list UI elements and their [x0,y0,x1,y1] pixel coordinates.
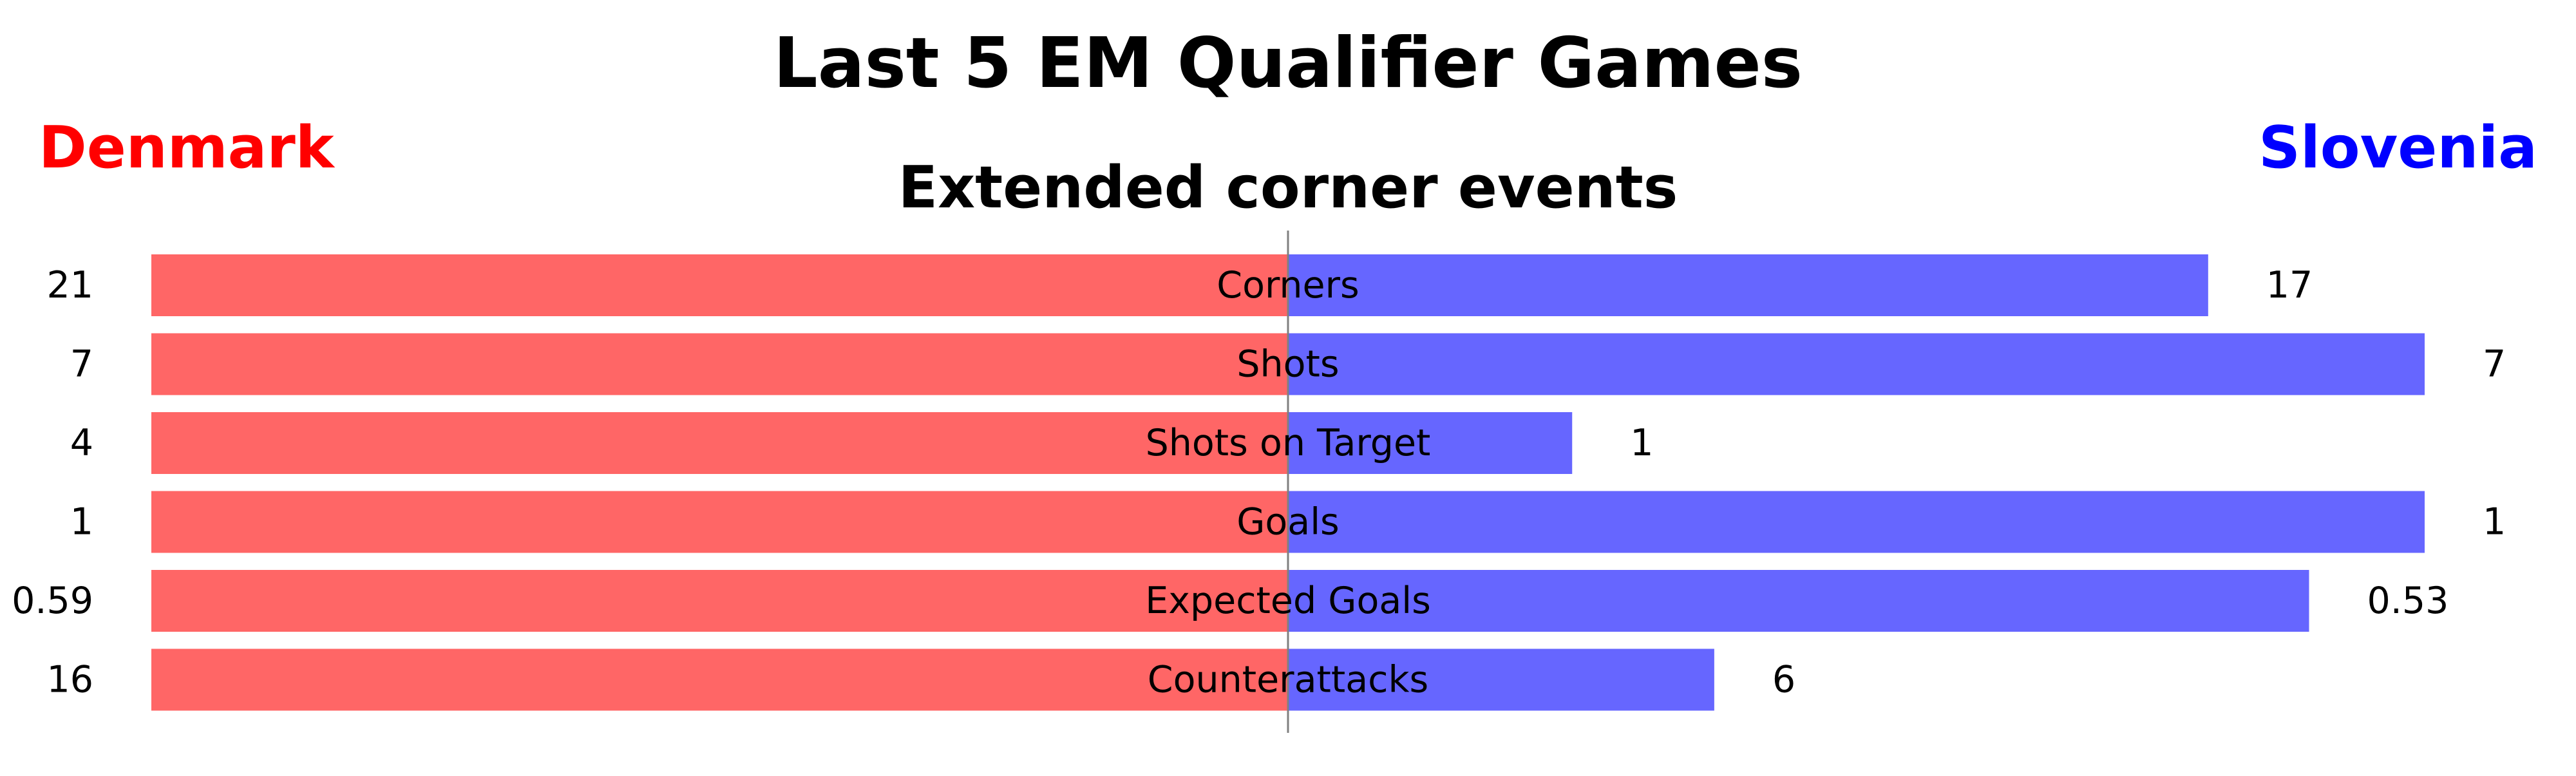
category-label-3: Goals [1236,501,1340,544]
value-label-right-3: 1 [2483,501,2506,544]
bar-left-5 [151,648,1288,711]
bar-left-4 [151,570,1288,632]
category-label-0: Corners [1217,264,1359,307]
bar-left-1 [151,333,1288,395]
value-label-right-4: 0.53 [2367,580,2449,622]
value-label-left-4: 0.59 [12,580,93,622]
value-label-left-1: 7 [70,343,93,386]
bar-right-0 [1288,254,2208,316]
category-label-2: Shots on Target [1146,422,1431,464]
value-label-right-2: 1 [1630,422,1653,464]
category-label-1: Shots [1236,343,1339,386]
bar-right-1 [1288,333,2425,395]
value-label-left-5: 16 [46,659,93,701]
bar-right-2 [1288,412,1573,474]
bar-left-0 [151,254,1288,316]
chart-title: Last 5 EM Qualifier Games [773,23,1803,104]
bar-right-4 [1288,570,2309,632]
value-label-right-5: 6 [1772,659,1795,701]
bar-right-3 [1288,491,2425,553]
bars-layer [151,254,2425,711]
chart-subtitle: Extended corner events [898,154,1678,222]
bar-left-2 [151,412,1288,474]
value-label-left-2: 4 [70,422,93,464]
team-left-label: Denmark [39,114,336,182]
labels-layer: Corners 21 17 Shots 7 7 Shots on Target 4 1 Goals… [12,264,2506,701]
bar-right-5 [1288,648,1714,711]
value-label-right-1: 7 [2483,343,2506,386]
team-right-label: Slovenia [2259,114,2537,182]
value-label-right-0: 17 [2266,264,2313,307]
value-label-left-0: 21 [46,264,93,307]
category-label-5: Counterattacks [1148,659,1428,701]
value-label-left-3: 1 [70,501,93,544]
bar-left-3 [151,491,1288,553]
category-label-4: Expected Goals [1145,580,1431,622]
